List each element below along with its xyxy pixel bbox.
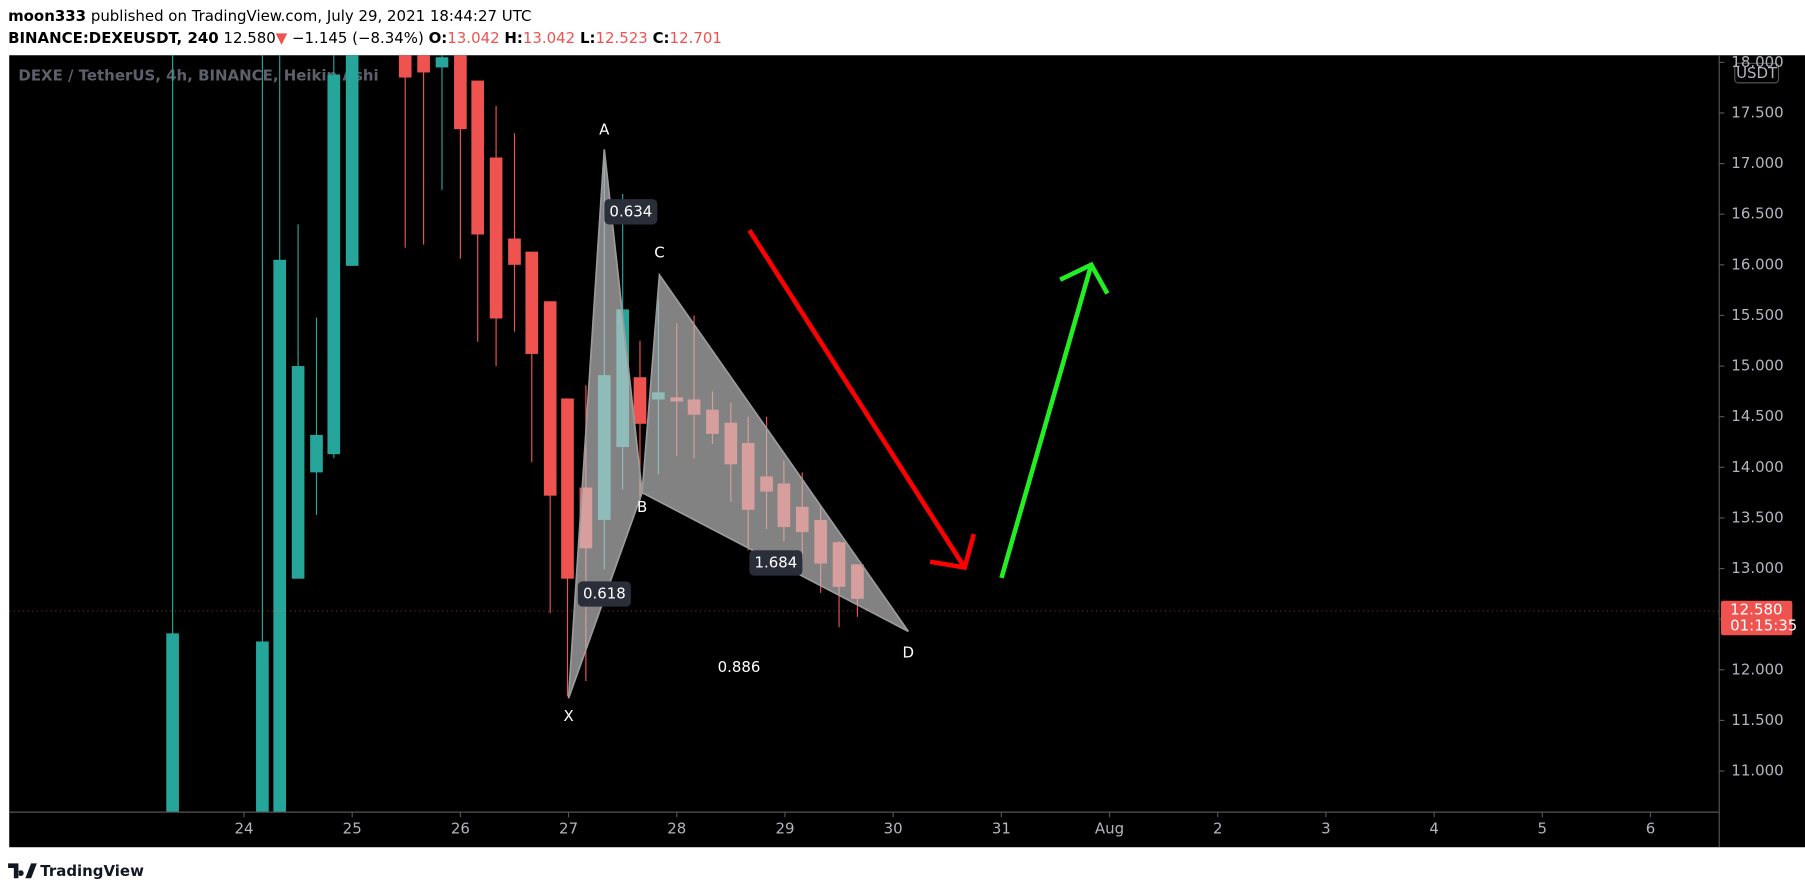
x-tick-label: 3	[1321, 819, 1331, 837]
ratio-box	[749, 550, 803, 576]
brand: TradingView	[40, 862, 144, 880]
green-arrow	[999, 261, 1110, 579]
candle-body	[633, 377, 647, 424]
candle-body	[398, 55, 412, 78]
ohlc-key: C:	[653, 28, 670, 46]
x-tick-label: 26	[451, 819, 470, 837]
candle-body	[561, 398, 574, 579]
symbol: BINANCE:DEXEUSDT, 240	[8, 28, 219, 46]
candle-body	[435, 57, 449, 68]
logo-icon	[8, 863, 37, 879]
candle-body	[454, 55, 467, 130]
red-arrow	[747, 228, 977, 571]
candle-body	[345, 55, 359, 266]
ratio-label: 0.618	[583, 584, 626, 602]
logo: TradingView	[8, 862, 144, 880]
candle-body	[256, 641, 269, 812]
author: moon333	[8, 7, 86, 25]
arrow-line	[999, 264, 1094, 579]
y-tick-label: 15.500	[1731, 306, 1783, 324]
ohlc-key: H:	[504, 28, 522, 46]
currency: USDT	[1736, 64, 1778, 82]
change: −1.145 (−8.34%)	[292, 28, 424, 46]
ohlc-value: 12.701	[670, 28, 722, 46]
pattern-point-label: B	[637, 498, 647, 516]
x-tick-label: 25	[343, 819, 362, 837]
x-tick-label: 28	[667, 819, 686, 837]
y-tick-label: 17.000	[1731, 154, 1783, 172]
x-tick-label: 4	[1429, 819, 1439, 837]
candle-body	[310, 434, 323, 473]
candle-body	[525, 251, 539, 354]
x-tick-label: 5	[1538, 819, 1548, 837]
ohlc-value: 13.042	[523, 28, 575, 46]
ohlc-key: L:	[580, 28, 596, 46]
currency-box	[1734, 62, 1780, 84]
arrow-line	[747, 228, 967, 569]
candle-body	[508, 238, 521, 265]
y-tick-label: 16.500	[1731, 205, 1783, 223]
y-tick-label: 17.500	[1731, 103, 1783, 121]
y-tick-label: 15.000	[1731, 357, 1783, 375]
pattern-point-label: C	[654, 244, 664, 262]
ratio-label: 1.684	[754, 553, 797, 571]
y-tick-label: 11.000	[1731, 762, 1783, 780]
candle-body	[273, 259, 287, 812]
y-tick-label: 18.000	[1731, 53, 1783, 71]
published: published on TradingView.com, July 29, 2…	[91, 7, 532, 25]
y-tick-label: 13.500	[1731, 508, 1783, 526]
x-tick-label: Aug	[1095, 819, 1124, 837]
header-line: moon333 published on TradingView.com, Ju…	[8, 7, 531, 25]
candle-body	[417, 55, 430, 73]
ratio-box	[604, 199, 658, 225]
symbol-line: BINANCE:DEXEUSDT, 240 12.580▼ −1.145 (−8…	[8, 28, 722, 46]
y-tick-label: 11.500	[1731, 711, 1783, 729]
x-tick-label: 24	[234, 819, 253, 837]
candle-body	[291, 366, 305, 579]
ohlc-value: 12.523	[595, 28, 647, 46]
x-tick-label: 29	[775, 819, 794, 837]
x-tick-label: 27	[559, 819, 578, 837]
chart-background	[9, 55, 1805, 848]
candle-body	[327, 74, 341, 455]
x-tick-label: 30	[884, 819, 903, 837]
ratio-box	[577, 581, 631, 607]
ohlc-key: O:	[429, 28, 448, 46]
candle-body	[543, 301, 557, 496]
y-tick-label: 16.000	[1731, 255, 1783, 273]
x-tick-label: 2	[1213, 819, 1223, 837]
chart-legend: DEXE / TetherUS, 4h, BINANCE, Heikin Ash…	[18, 66, 378, 84]
candle-body	[489, 157, 503, 319]
x-tick-label: 31	[992, 819, 1011, 837]
last-price: 12.580	[223, 28, 275, 46]
pattern-point-label: X	[563, 707, 573, 725]
last-price-tag	[1720, 600, 1793, 636]
y-tick-label: 12.000	[1731, 660, 1783, 678]
pattern-point-label: A	[599, 120, 610, 138]
arrow-head	[929, 533, 977, 571]
y-tick-label: 13.000	[1731, 559, 1783, 577]
arrow-head	[1059, 261, 1110, 295]
ratio-label: 0.886	[718, 658, 761, 676]
candle-body	[471, 80, 485, 235]
last-price-label: 12.580	[1730, 600, 1782, 618]
y-tick-label: 14.000	[1731, 458, 1783, 476]
ohlc-value: 13.042	[447, 28, 499, 46]
pattern-point-label: D	[903, 644, 915, 662]
ratio-label: 0.634	[609, 202, 652, 220]
candle-body	[166, 633, 179, 812]
change-arrow: ▼	[276, 28, 288, 46]
y-tick-label: 14.500	[1731, 407, 1783, 425]
countdown: 01:15:35	[1730, 617, 1797, 635]
x-tick-label: 6	[1646, 819, 1656, 837]
